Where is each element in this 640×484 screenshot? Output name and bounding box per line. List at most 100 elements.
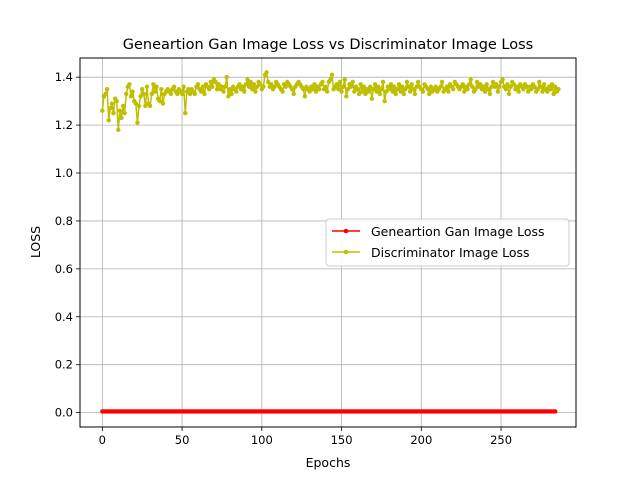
data-point — [532, 84, 537, 89]
data-point — [328, 77, 333, 82]
x-tick-label: 150 — [331, 433, 353, 447]
data-point — [503, 86, 509, 92]
data-point — [227, 86, 233, 92]
data-point — [551, 91, 556, 97]
data-point — [210, 84, 215, 89]
data-point — [376, 84, 381, 89]
data-point — [202, 91, 207, 97]
data-point — [545, 89, 550, 94]
data-point — [243, 82, 249, 87]
data-point — [213, 79, 218, 85]
data-point — [484, 82, 489, 87]
data-point — [541, 82, 547, 87]
data-point — [489, 84, 494, 89]
data-point — [336, 86, 341, 92]
data-point — [106, 118, 111, 123]
data-point — [399, 84, 405, 89]
data-point — [224, 74, 229, 80]
data-point — [438, 84, 443, 89]
data-point — [152, 89, 158, 94]
data-point — [490, 79, 496, 85]
data-point — [192, 91, 198, 97]
data-point — [482, 89, 488, 94]
data-point — [109, 101, 115, 106]
data-point — [358, 82, 363, 87]
data-point — [317, 86, 322, 92]
data-point — [323, 84, 328, 89]
x-tick-label: 50 — [175, 433, 190, 447]
data-layer — [100, 70, 561, 414]
data-point — [171, 84, 177, 89]
data-point — [138, 94, 143, 99]
data-point — [187, 91, 193, 97]
y-tick-label: 0.8 — [55, 214, 73, 228]
data-point — [344, 94, 349, 99]
data-point — [537, 79, 542, 85]
data-point — [272, 84, 277, 89]
data-point — [481, 84, 486, 89]
data-point — [141, 91, 146, 97]
data-point — [425, 86, 430, 92]
data-point — [119, 115, 124, 121]
data-point — [548, 86, 553, 92]
data-point — [396, 82, 402, 87]
y-tick-label: 0.4 — [55, 310, 73, 324]
data-point — [301, 86, 306, 92]
data-point — [371, 86, 376, 92]
data-point — [216, 82, 221, 87]
data-point — [221, 89, 226, 94]
data-point — [372, 82, 378, 87]
data-point — [478, 82, 483, 87]
data-point — [553, 409, 558, 414]
data-point — [525, 89, 531, 94]
x-tick-label: 0 — [99, 433, 106, 447]
tick-layer: 0 50 100 150 200 250 0.0 0.2 0.4 0.6 0.8 1.0 1.2 1.4 — [55, 70, 512, 447]
data-point — [340, 84, 346, 89]
data-point — [313, 89, 319, 94]
data-point — [250, 86, 255, 92]
legend-marker-generation — [343, 228, 349, 234]
legend-label-discriminator: Discriminator Image Loss — [371, 245, 530, 260]
data-point — [511, 82, 516, 87]
data-point — [398, 89, 403, 94]
data-point — [307, 89, 312, 94]
data-point — [120, 103, 126, 109]
data-point — [535, 86, 540, 92]
data-point — [345, 86, 351, 92]
data-point — [377, 91, 383, 97]
data-point — [144, 84, 150, 89]
data-point — [168, 91, 174, 97]
data-point — [147, 103, 153, 109]
data-point — [219, 84, 225, 89]
data-point — [222, 84, 228, 89]
data-point — [329, 72, 335, 77]
data-point — [264, 70, 269, 75]
data-point — [175, 91, 180, 97]
y-tick-label: 1.2 — [55, 118, 73, 132]
data-point — [234, 89, 239, 94]
data-point — [154, 84, 159, 89]
data-point — [556, 86, 561, 92]
data-point — [117, 108, 123, 113]
data-point — [414, 84, 419, 89]
y-tick-label: 0.2 — [55, 358, 73, 372]
data-point — [553, 84, 558, 89]
data-point — [420, 89, 426, 94]
data-point — [439, 79, 445, 85]
data-point — [258, 82, 263, 87]
data-point — [516, 89, 521, 94]
data-point — [246, 84, 252, 89]
data-point — [302, 94, 308, 99]
data-point — [352, 89, 357, 94]
data-point — [384, 89, 389, 94]
data-point — [404, 79, 410, 85]
data-point — [540, 89, 545, 94]
data-point — [495, 89, 501, 94]
data-point — [406, 84, 411, 89]
data-point — [356, 91, 362, 97]
data-point — [151, 82, 156, 87]
data-point — [401, 91, 406, 97]
data-point — [253, 89, 258, 94]
